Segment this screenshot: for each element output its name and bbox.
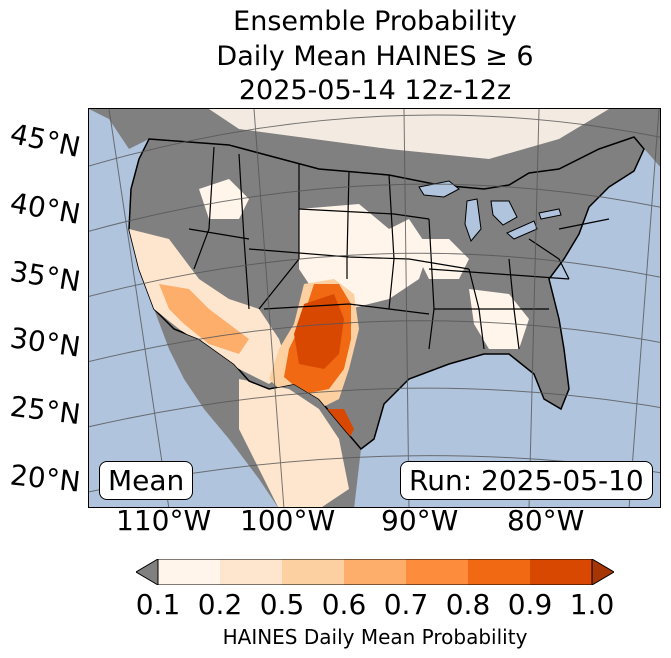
- lake-superior: [418, 180, 460, 198]
- lon-label-100w: 100°W: [240, 504, 336, 537]
- graticule: [89, 109, 660, 507]
- lon-label-90w: 90°W: [381, 504, 459, 537]
- lon-label-110w: 110°W: [116, 504, 212, 537]
- colorbar-tick-6: 0.9: [507, 588, 553, 621]
- state-borders: [188, 146, 610, 350]
- prob-patch-midwest-low: [409, 239, 469, 279]
- lon-label-80w: 80°W: [507, 504, 585, 537]
- colorbar-tick-3: 0.6: [321, 588, 367, 621]
- colorbar-tick-2: 0.5: [259, 588, 305, 621]
- run-date-label: Run: 2025-05-10: [409, 464, 644, 497]
- lat-label-30: 30°N: [8, 321, 83, 364]
- title-line-1: Ensemble Probability: [233, 6, 517, 37]
- colorbar-tick-1: 0.2: [197, 588, 243, 621]
- map-panel: Mean Run: 2025-05-10: [88, 108, 661, 508]
- lake-huron: [490, 200, 518, 226]
- map-canvas: [89, 109, 660, 507]
- stat-type-box: Mean: [99, 461, 194, 500]
- lat-label-40: 40°N: [7, 186, 83, 231]
- colorbar-bin-6: [530, 559, 592, 585]
- title-line-3: 2025-05-14 12z-12z: [238, 75, 512, 106]
- lat-label-20: 20°N: [8, 458, 83, 499]
- colorbar-bin-3: [344, 559, 406, 585]
- colorbar-bin-5: [468, 559, 530, 585]
- prob-patch-arizona: [159, 284, 249, 354]
- colorbar-tick-5: 0.8: [445, 588, 491, 621]
- colorbar-tick-4: 0.7: [383, 588, 429, 621]
- colorbar-under-arrow: [136, 559, 159, 585]
- title-line-2: Daily Mean HAINES ≥ 6: [216, 41, 534, 72]
- lat-label-25: 25°N: [8, 389, 83, 432]
- mexico-low-prob: [239, 379, 349, 507]
- colorbar-outline: [157, 559, 593, 585]
- probability-field: [129, 179, 529, 449]
- colorbar-bin-4: [406, 559, 468, 585]
- run-date-box: Run: 2025-05-10: [400, 461, 653, 500]
- prob-patch-southwest-low: [129, 229, 289, 384]
- colorbar-over-arrow: [591, 559, 614, 585]
- lake-michigan: [464, 198, 482, 242]
- colorbar-label: HAINES Daily Mean Probability: [222, 625, 528, 649]
- colorbar-bin-2: [282, 559, 344, 585]
- stat-type-label: Mean: [108, 464, 185, 497]
- lat-label-45: 45°N: [7, 117, 84, 164]
- colorbar-tick-7: 1.0: [569, 588, 615, 621]
- lake-erie: [506, 220, 538, 240]
- colorbar: [136, 559, 614, 585]
- lake-ontario: [538, 208, 562, 220]
- colorbar-bin-0: [158, 559, 220, 585]
- lat-label-35: 35°N: [7, 254, 83, 299]
- canada-low-prob: [89, 109, 609, 159]
- colorbar-tick-0: 0.1: [135, 588, 181, 621]
- prob-patch-texas-core: [294, 294, 344, 369]
- colorbar-bin-1: [220, 559, 282, 585]
